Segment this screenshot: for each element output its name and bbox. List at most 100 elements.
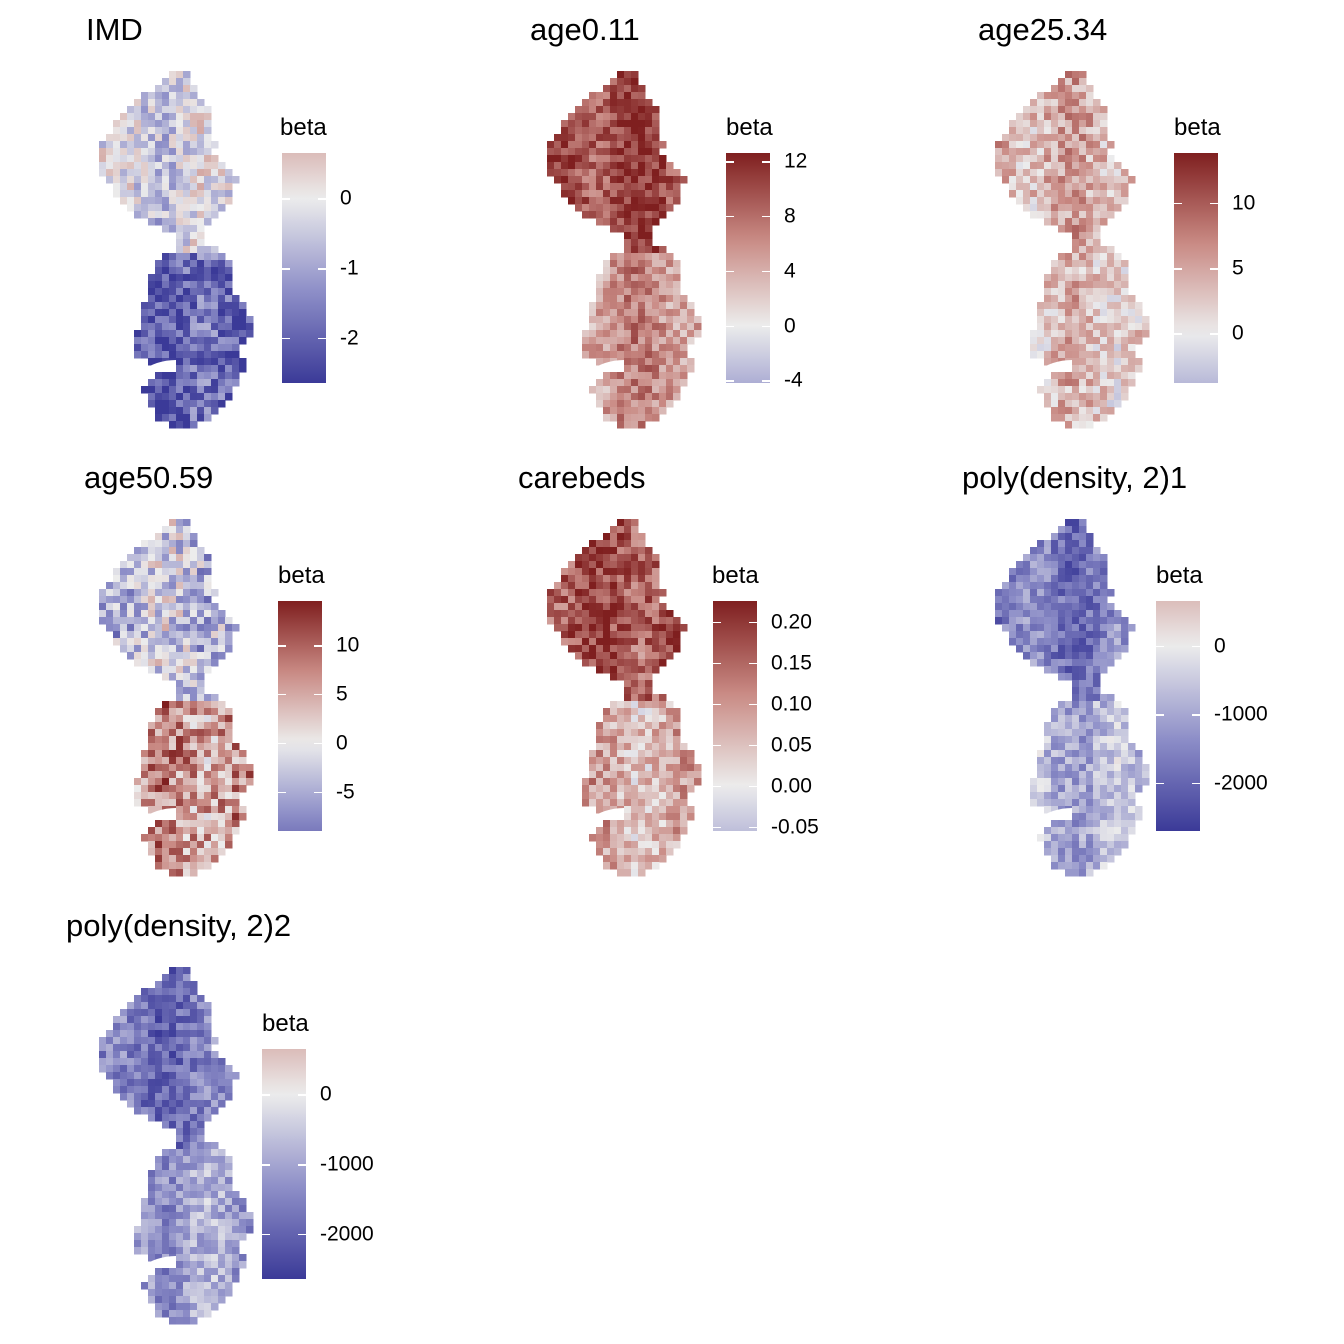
map-region (652, 176, 660, 184)
map-region (204, 568, 212, 576)
map-region (218, 330, 226, 338)
map-region (1044, 169, 1052, 177)
map-region (1072, 372, 1080, 380)
map-region (1044, 652, 1052, 660)
map-region (610, 708, 618, 716)
map-region (204, 771, 212, 779)
map-region (162, 1247, 170, 1255)
map-region (162, 99, 170, 107)
map-region (680, 799, 688, 807)
map-region (554, 169, 562, 177)
map-region (1100, 792, 1108, 800)
map-region (1079, 617, 1087, 625)
map-region (1044, 750, 1052, 758)
map-region (1037, 757, 1045, 765)
map-region (183, 141, 191, 149)
map-region (155, 1037, 163, 1045)
map-region (162, 372, 170, 380)
map-region (603, 106, 611, 114)
map-region (1051, 358, 1059, 366)
map-region (638, 386, 646, 394)
map-region (1065, 582, 1073, 590)
map-region (99, 596, 107, 604)
map-region (1072, 169, 1080, 177)
map-region (155, 736, 163, 744)
map-region (204, 407, 212, 415)
map-region (162, 1240, 170, 1248)
map-region (666, 631, 674, 639)
map-region (204, 764, 212, 772)
map-region (120, 1079, 128, 1087)
map-region (127, 127, 135, 135)
map-region (603, 295, 611, 303)
map-region (1121, 183, 1129, 191)
map-region (1100, 610, 1108, 618)
map-region (638, 393, 646, 401)
map-region (1100, 260, 1108, 268)
map-region (1037, 638, 1045, 646)
map-region (1037, 771, 1045, 779)
map-region (1051, 141, 1059, 149)
map-region (1065, 288, 1073, 296)
map-region (113, 1072, 121, 1080)
map-region (1086, 176, 1094, 184)
map-region (183, 862, 191, 870)
map-region (225, 645, 233, 653)
map-region (1086, 337, 1094, 345)
map-region (638, 680, 646, 688)
map-region (1044, 148, 1052, 156)
map-region (1058, 393, 1066, 401)
map-region (603, 792, 611, 800)
map-region (211, 750, 219, 758)
map-region (575, 141, 583, 149)
map-region (1072, 785, 1080, 793)
map-region (610, 337, 618, 345)
map-region (120, 1044, 128, 1052)
map-region (1009, 134, 1017, 142)
map-region (603, 176, 611, 184)
map-region (197, 708, 205, 716)
map-region (603, 148, 611, 156)
map-region (687, 750, 695, 758)
map-region (218, 1184, 226, 1192)
map-region (610, 274, 618, 282)
map-region (218, 785, 226, 793)
map-region (183, 1093, 191, 1101)
map-region (197, 1310, 205, 1318)
map-region (1051, 631, 1059, 639)
map-region (673, 274, 681, 282)
map-region (1086, 645, 1094, 653)
map-region (1030, 617, 1038, 625)
map-region (631, 281, 639, 289)
map-region (610, 197, 618, 205)
map-region (134, 652, 142, 660)
map-region (1128, 757, 1136, 765)
map-region (624, 92, 632, 100)
map-region (204, 302, 212, 310)
map-region (155, 848, 163, 856)
map-region (1079, 687, 1087, 695)
map-region (211, 190, 219, 198)
map-region (225, 372, 233, 380)
map-region (1065, 526, 1073, 534)
map-region (169, 603, 177, 611)
map-region (204, 806, 212, 814)
map-region (1065, 351, 1073, 359)
map-region (547, 589, 555, 597)
map-region (197, 603, 205, 611)
map-region (127, 1058, 135, 1066)
map-region (134, 169, 142, 177)
map-region (666, 610, 674, 618)
map-region (652, 393, 660, 401)
map-region (1044, 134, 1052, 142)
map-region (127, 582, 135, 590)
map-region (652, 743, 660, 751)
map-region (652, 708, 660, 716)
map-region (169, 540, 177, 548)
map-region (162, 106, 170, 114)
map-region (1016, 155, 1024, 163)
map-region (169, 568, 177, 576)
map-region (211, 834, 219, 842)
map-region (596, 190, 604, 198)
map-region (169, 764, 177, 772)
